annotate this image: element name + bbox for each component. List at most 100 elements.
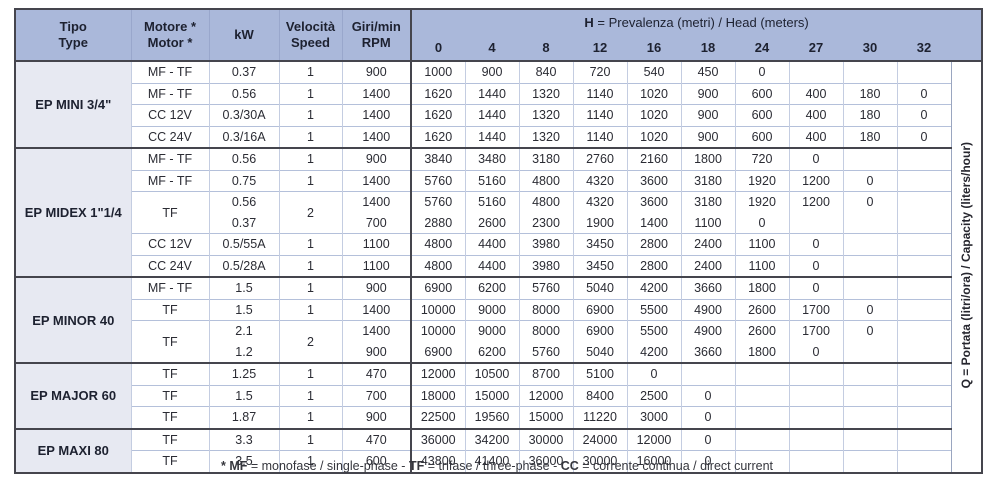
header-cell-tipo: Tipo Type <box>15 9 132 61</box>
table-row: CC 24V 0.3/16A 1 1400 1620 1440 1320 1140 1020 90… <box>15 125 982 148</box>
cell-head-value <box>842 254 897 277</box>
head-title-rest: = Prevalenza (metri) / Head (meters) <box>593 14 809 30</box>
cell-head-value <box>842 147 897 170</box>
cell-head-value: 1320 <box>518 82 573 105</box>
cell-motor: TF <box>130 427 209 451</box>
cell-head-value: 1140 <box>572 104 627 126</box>
h-tick: 4 <box>465 34 519 62</box>
cell-head-value <box>896 362 951 385</box>
cell-head-value: 400 <box>788 104 843 126</box>
cell-head-value: 840 <box>518 60 573 83</box>
cell-head-value: 1800 <box>734 276 789 299</box>
footnote-text: = corrente continua / direct current <box>578 459 774 473</box>
cell-speed: 2 <box>278 191 342 234</box>
h-tick: 16 <box>627 34 681 62</box>
cell-head-value: 1620 <box>410 104 465 126</box>
cell-head-value: 36000 <box>518 450 573 473</box>
header-cell-rpm: Giri/min RPM <box>342 9 412 61</box>
cell-head-value <box>896 191 951 234</box>
cell-rpm: 1100 <box>341 254 411 277</box>
cell-rpm: 900 <box>341 276 411 299</box>
cell-head-value: 180 <box>842 125 897 148</box>
cell-kw: 3.5 <box>208 450 279 473</box>
cell-head-value: 43800 <box>410 450 465 473</box>
cell-head-value: 1700 <box>788 298 843 321</box>
cell-speed: 1 <box>278 276 342 299</box>
cell-speed: 1 <box>278 427 342 451</box>
cell-speed: 1 <box>278 125 342 148</box>
header-motor-line1: Motore * <box>144 19 196 34</box>
cell-speed: 2 <box>278 320 342 363</box>
cell-head-value: 0 <box>680 384 735 407</box>
cell-head-value: 400 <box>788 125 843 148</box>
cell-head-value: 450 <box>680 60 735 83</box>
cell-rpm: 900 <box>341 60 411 83</box>
cell-speed: 1 <box>278 254 342 277</box>
h-tick: 0 <box>410 34 465 62</box>
cell-head-value: 16000 <box>626 450 681 473</box>
cell-head-value: 6200 <box>464 276 519 299</box>
cell-rpm: 1400 <box>341 82 411 105</box>
cell-head-value: 2400 <box>680 254 735 277</box>
cell-head-value <box>734 384 789 407</box>
cell-head-value: 0 <box>734 60 789 83</box>
cell-head-value <box>842 406 897 429</box>
cell-motor: TF <box>130 450 209 473</box>
cell-head-value: 9000 6200 <box>464 320 519 363</box>
footnote-text: = monofase / single-phase - <box>247 459 409 473</box>
cell-head-value: 0 <box>788 276 843 299</box>
cell-motor: MF - TF <box>130 147 209 170</box>
cell-head-value: 1920 0 <box>734 191 789 234</box>
table-row: EP MIDEX 1"1/4 MF - TF 0.56 1 900 3840 3480 318… <box>15 147 982 277</box>
h-tick: 12 <box>573 34 627 62</box>
cell-motor: MF - TF <box>130 82 209 105</box>
cell-head-value: 0 <box>788 147 843 170</box>
cell-rpm: 900 <box>341 406 411 429</box>
cell-head-value: 6900 <box>572 298 627 321</box>
cell-head-value: 10500 <box>464 362 519 385</box>
table-row: EP MAXI 80 TF 3.3 1 470 36000 34200 30000 24000 1… <box>15 427 982 473</box>
cell-head-value: 0 <box>680 450 735 473</box>
cell-head-value: 41400 <box>464 450 519 473</box>
table-row: CC 12V 0.3/30A 1 1400 1620 1440 1320 1140 1020 90… <box>15 104 982 126</box>
cell-head-value: 8400 <box>572 384 627 407</box>
header-rpm-line2: RPM <box>361 35 391 50</box>
h-tick: 32 <box>897 34 951 62</box>
group-name-cell: EP MINI 3/4" <box>15 60 131 148</box>
cell-head-value: 5500 <box>626 298 681 321</box>
cell-head-value: 5760 <box>518 276 573 299</box>
footnote-term: * MF <box>220 459 248 473</box>
cell-head-value: 0 <box>788 254 843 277</box>
cell-speed: 1 <box>278 298 342 321</box>
cell-head-value: 5760 2880 <box>410 191 465 234</box>
cell-head-value: 1100 <box>734 254 789 277</box>
cell-head-value: 180 <box>842 82 897 105</box>
cell-rpm: 1400 900 <box>341 320 411 363</box>
cell-kw: 1.87 <box>208 406 279 429</box>
group-name-cell: EP MAXI 80 <box>15 427 131 473</box>
cell-head-value: 0 <box>626 362 681 385</box>
cell-rpm: 1400 <box>341 104 411 126</box>
table-row: EP MINI 3/4" MF - TF 0.37 1 900 1000 900 840 720… <box>15 60 983 473</box>
cell-motor: TF <box>130 191 209 234</box>
cell-head-value: 15000 <box>518 406 573 429</box>
cell-rpm: 1400 700 <box>341 191 411 234</box>
header-speed-line1: Velocità <box>285 19 336 34</box>
cell-head-value: 12000 <box>518 384 573 407</box>
cell-head-value: 4900 <box>680 298 735 321</box>
cell-head-value: 0 <box>680 406 735 429</box>
cell-rpm: 470 <box>341 362 411 385</box>
cell-motor: TF <box>130 406 209 429</box>
cell-head-value: 5760 <box>410 169 465 192</box>
cell-head-value <box>680 362 735 385</box>
cell-head-value: 3450 <box>572 233 627 255</box>
cell-head-value <box>896 406 951 429</box>
cell-motor: TF <box>130 362 209 385</box>
cell-head-value <box>896 320 951 363</box>
header-rpm-line1: Giri/min <box>351 19 401 34</box>
table-row: TF 1.5 1 700 18000 15000 12000 8400 2500 0 <box>15 384 982 407</box>
head-title-bold: H <box>584 14 594 30</box>
cell-head-value: 0 <box>842 320 897 363</box>
cell-speed: 1 <box>278 60 342 83</box>
cell-head-value: 600 <box>734 82 789 105</box>
